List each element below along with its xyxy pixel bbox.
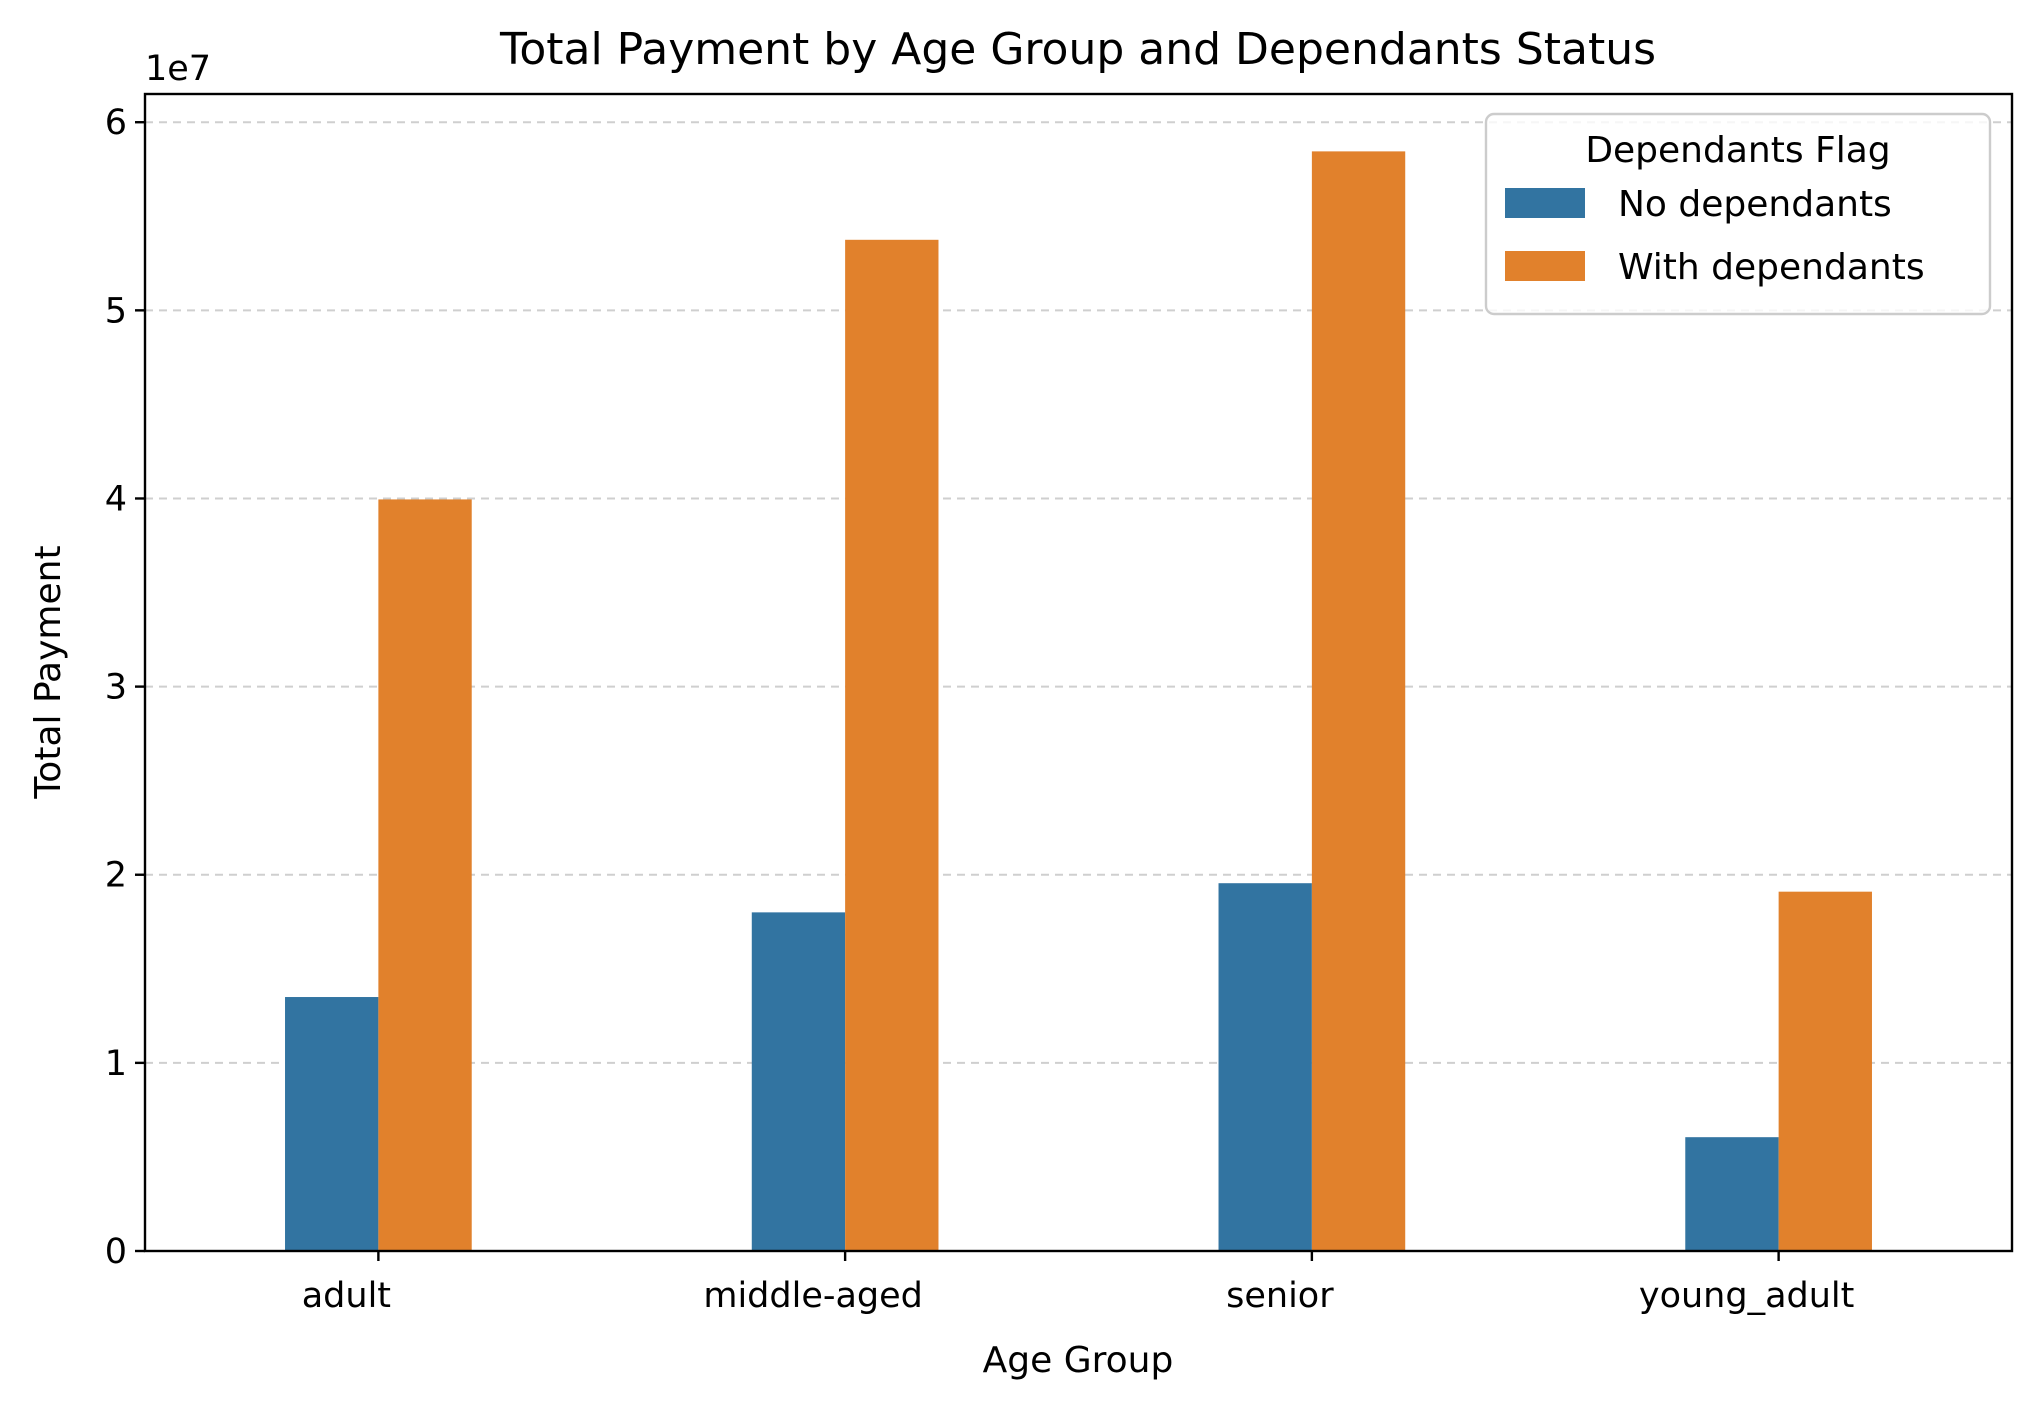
axes: 0 1 2 3 4 5 6 adult middle-aged senior young_adult — [105, 92, 2014, 1316]
legend-swatch — [1505, 251, 1585, 281]
bar-senior-no-dependants — [1218, 883, 1312, 1251]
legend-label: With dependants — [1618, 247, 1925, 288]
legend-items: No dependants With dependants — [1505, 184, 1925, 288]
x-tick-label: middle-aged — [703, 1276, 923, 1316]
y-axis-label: Total Payment — [28, 545, 69, 799]
bars — [285, 151, 1872, 1252]
y-tick-label: 6 — [105, 103, 127, 143]
plot-frame — [143, 92, 2014, 1253]
bar-middle-aged-no-dependants — [751, 912, 846, 1251]
bar-adult-with-dependants — [378, 499, 472, 1252]
y-tick-label: 3 — [105, 668, 127, 708]
bar-middle-aged-with-dependants — [845, 239, 939, 1252]
x-axis-label: Age Group — [983, 1340, 1174, 1381]
y-tick-label: 0 — [105, 1232, 127, 1272]
legend-label: No dependants — [1618, 184, 1892, 225]
bar-senior-with-dependants — [1311, 151, 1406, 1252]
legend: Dependants Flag No dependants With depend… — [1484, 112, 1992, 316]
y-tick-label: 1 — [105, 1044, 127, 1084]
bar-young_adult-with-dependants — [1778, 891, 1872, 1251]
bar-young_adult-no-dependants — [1685, 1137, 1779, 1251]
x-tick-label: young_adult — [1639, 1276, 1855, 1316]
legend-frame — [1484, 112, 1992, 316]
x-tick-label: adult — [302, 1276, 391, 1316]
legend-swatch — [1505, 188, 1585, 218]
chart-title: Total Payment by Age Group and Dependant… — [499, 24, 1656, 75]
bar-adult-no-dependants — [285, 997, 379, 1251]
y-tick-label: 5 — [105, 291, 127, 331]
y-tick-label: 4 — [105, 479, 127, 519]
y-offset-label: 1e7 — [145, 49, 211, 89]
legend-title: Dependants Flag — [1585, 130, 1890, 171]
y-tick-label: 2 — [105, 856, 127, 896]
x-tick-label: senior — [1226, 1276, 1334, 1316]
